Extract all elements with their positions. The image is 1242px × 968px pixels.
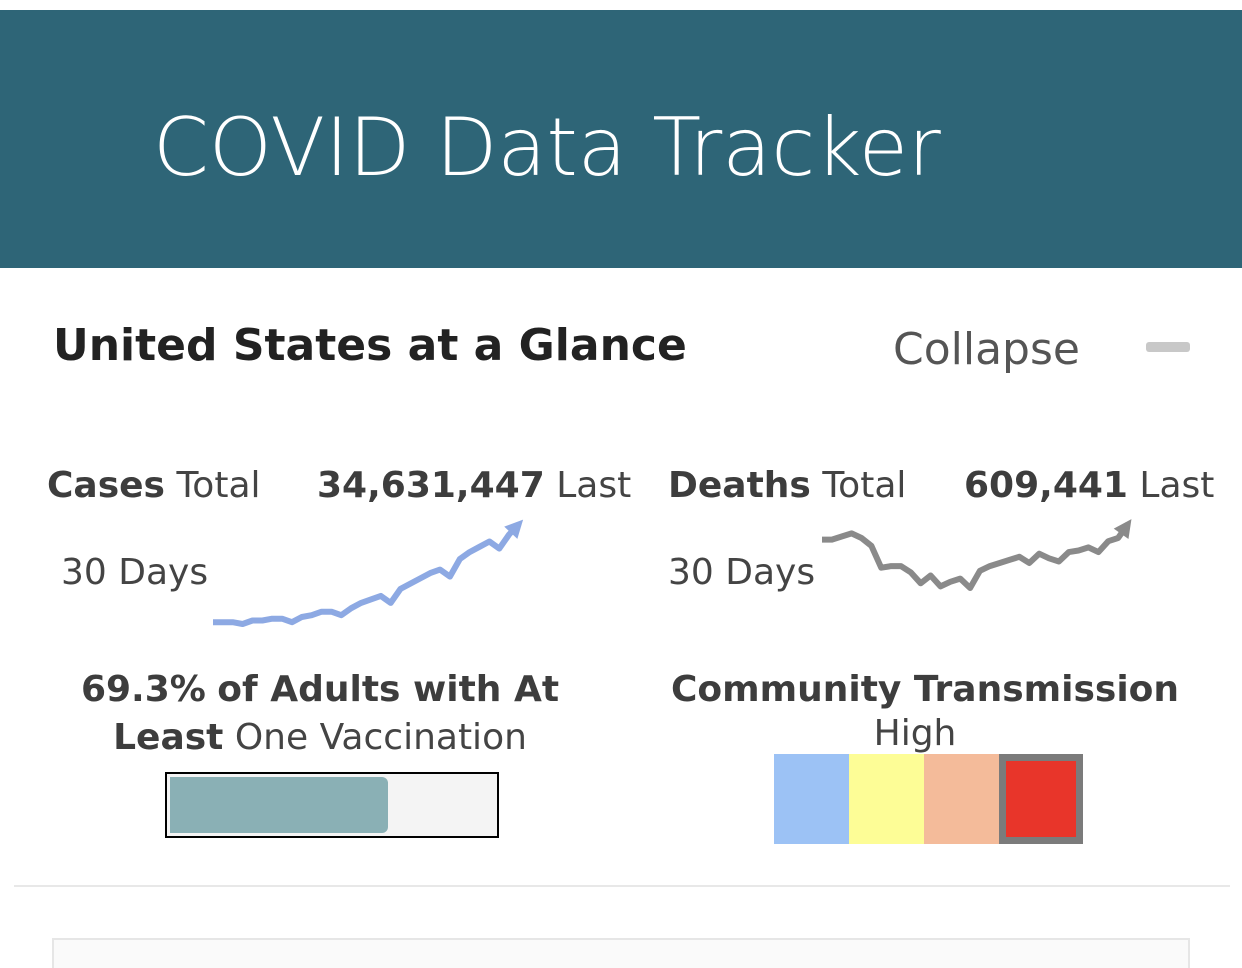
deaths-total-row: 609,441 Last (964, 464, 1214, 508)
deaths-summary: Deaths Total (668, 464, 906, 508)
cases-period: 30 Days (61, 552, 209, 593)
top-strip (0, 0, 1242, 10)
cases-total-row: 34,631,447 Last (317, 464, 631, 508)
cases-total-value: 34,631,447 (317, 465, 545, 506)
vaccination-progress-bar (165, 772, 499, 838)
deaths-total-value: 609,441 (964, 465, 1128, 506)
deaths-label: Deaths (668, 465, 811, 506)
transmission-scale-segment (924, 754, 999, 844)
transmission-level: High (873, 713, 957, 754)
minus-icon[interactable] (1146, 342, 1190, 352)
vaccination-line1: of Adults with At (217, 669, 560, 710)
transmission-scale (774, 754, 1083, 844)
cases-last-word: Last (556, 465, 632, 506)
deaths-sparkline-line (822, 522, 1131, 591)
deaths-sparkline (822, 519, 1132, 591)
deaths-last-word: Last (1139, 465, 1215, 506)
cases-label: Cases (47, 465, 165, 506)
cases-sparkline-arrow-icon (504, 519, 524, 539)
vaccination-percent: 69.3% (80, 669, 206, 710)
page-title: COVID Data Tracker (153, 101, 941, 194)
cases-total-word: Total (176, 465, 261, 506)
section-title: United States at a Glance (53, 320, 687, 371)
cases-sparkline (213, 519, 524, 627)
transmission-scale-segment (849, 754, 924, 844)
cases-sparkline-line (213, 521, 522, 627)
deaths-period: 30 Days (668, 552, 816, 593)
next-section-card (52, 938, 1190, 968)
vaccination-title: 69.3% of Adults with At Least One Vaccin… (60, 666, 580, 762)
deaths-sparkline-arrow-icon (1113, 519, 1132, 539)
collapse-button[interactable]: Collapse (893, 324, 1080, 375)
section-divider (14, 885, 1230, 887)
vaccination-line2: One Vaccination (234, 717, 527, 758)
vaccination-line2-bold: Least (113, 717, 224, 758)
transmission-scale-segment (999, 754, 1083, 844)
header-banner: COVID Data Tracker (0, 10, 1242, 268)
transmission-scale-segment (774, 754, 849, 844)
deaths-total-word: Total (822, 465, 907, 506)
vaccination-progress-fill (170, 777, 388, 833)
cases-summary: Cases Total (47, 464, 261, 508)
transmission-title: Community Transmission (670, 669, 1180, 710)
